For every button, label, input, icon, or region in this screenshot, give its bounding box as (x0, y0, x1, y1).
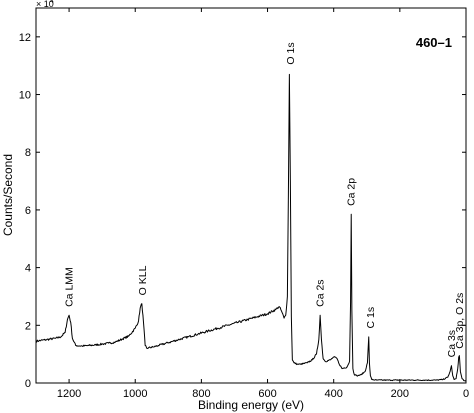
x-tick-label: 1000 (123, 388, 147, 400)
y-tick-label: 12 (19, 32, 31, 44)
peak-label: Ca 2s (315, 279, 327, 306)
y-tick-label: 8 (25, 147, 31, 159)
x-tick-label: 0 (463, 388, 469, 400)
spectrum-line (35, 73, 467, 382)
y-tick-label: 10 (19, 90, 31, 102)
peak-label: Ca 3s (446, 330, 458, 357)
x-tick-label: 400 (325, 388, 343, 400)
y-tick-label: 4 (25, 263, 31, 275)
x-axis-title: Binding energy (eV) (198, 398, 304, 412)
y-tick-label: 6 (25, 205, 31, 217)
x-tick-labels: 1200 1000 800 600 400 200 0 (57, 388, 469, 400)
y-tick-label: 0 (25, 378, 31, 390)
peak-label: O KLL (137, 265, 149, 295)
peak-label: Ca 2p (346, 178, 358, 206)
plot-frame (35, 7, 467, 384)
peak-label: C 1s (365, 307, 377, 329)
y-axis-title: Counts/Second (1, 154, 15, 236)
x-tick-label: 800 (192, 388, 210, 400)
x-tick-label: 600 (258, 388, 276, 400)
x-tick-label: 1200 (57, 388, 81, 400)
y-scale-exponent: 4 (50, 0, 54, 5)
y-scale-multiplier: × 10 (36, 0, 54, 9)
x-tick-label: 200 (391, 388, 409, 400)
peak-label: Ca 3p, O 2s (454, 293, 466, 349)
peak-label: O 1s (285, 42, 297, 64)
y-tick-label: 2 (25, 320, 31, 332)
sample-label: 460–1 (416, 35, 452, 50)
tick-marks (36, 8, 467, 384)
y-tick-labels: 0 2 4 6 8 10 12 (19, 32, 31, 390)
peak-label: Ca LMM (64, 267, 76, 307)
